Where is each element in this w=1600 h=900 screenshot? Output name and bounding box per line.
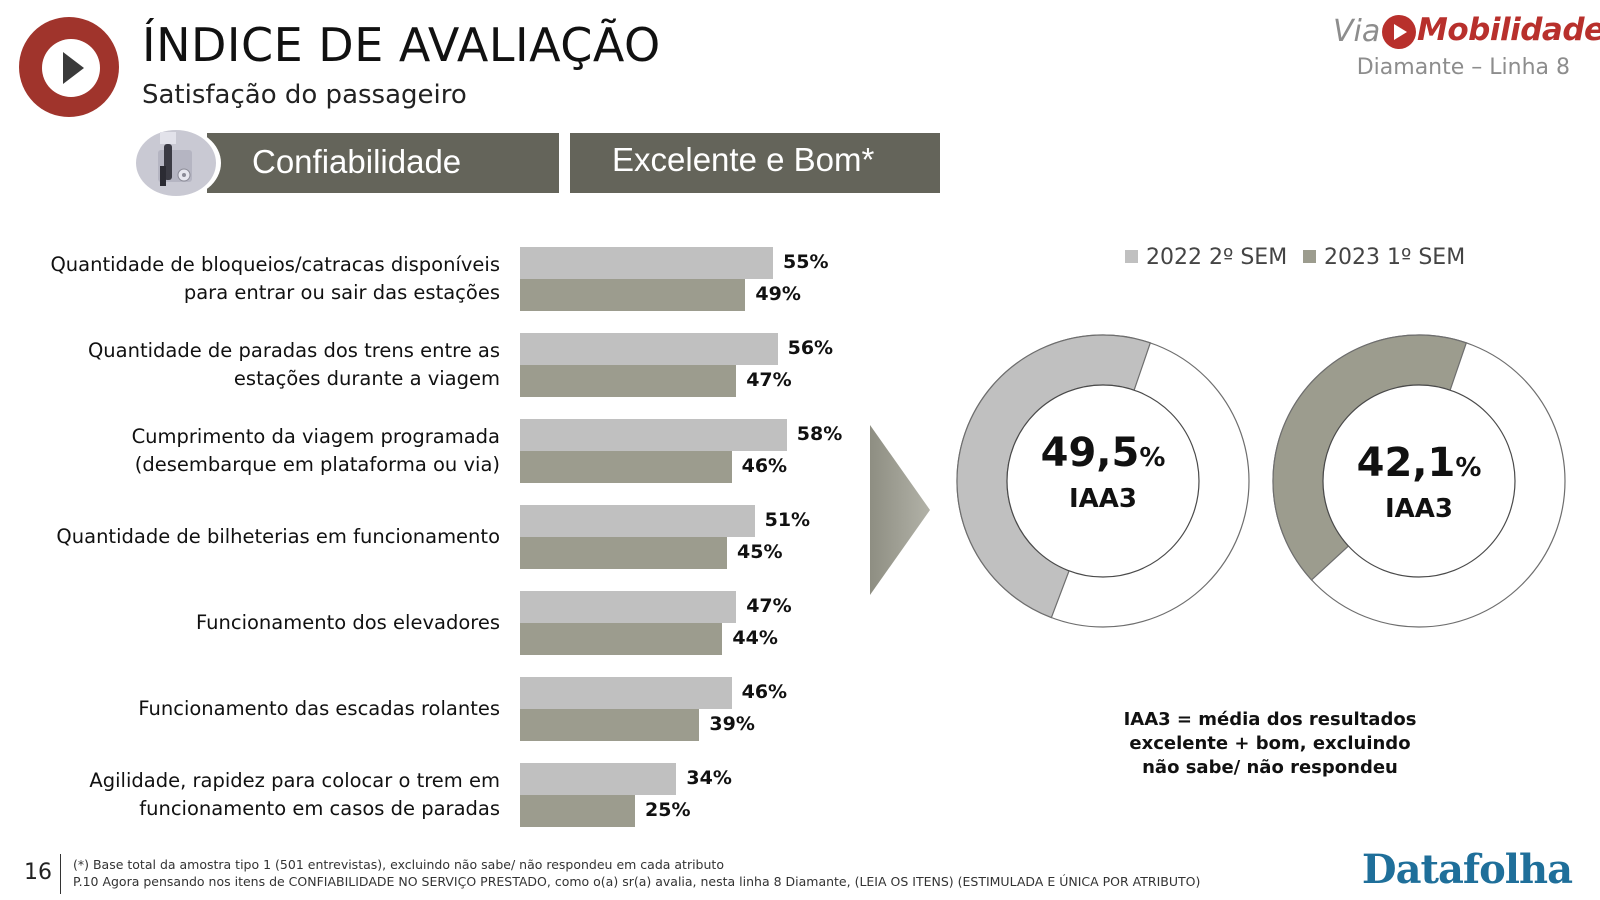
donut-chart-2023 xyxy=(1272,334,1566,628)
turnstile-icon xyxy=(135,128,221,198)
bar-2022 xyxy=(520,419,787,451)
donut-chart-2022 xyxy=(956,334,1250,628)
category-label: Agilidade, rapidez para colocar o trem e… xyxy=(89,767,500,823)
bar-data-label: 49% xyxy=(755,283,801,305)
bar-data-label: 58% xyxy=(796,423,843,445)
arrow-right-icon xyxy=(870,425,930,595)
bar-2023 xyxy=(520,537,727,569)
category-label: Quantidade de paradas dos trens entre as… xyxy=(88,337,500,393)
bar-data-label: 39% xyxy=(709,713,755,735)
page-number: 16 xyxy=(24,860,52,885)
footer-divider xyxy=(60,854,61,894)
category-label-line: estações durante a viagem xyxy=(233,367,500,390)
bar-2023 xyxy=(520,795,635,827)
category-label: Cumprimento da viagem programada (desemba… xyxy=(132,423,500,479)
donut-value-2022: 49,5% xyxy=(1020,430,1186,476)
donut-number: 42,1 xyxy=(1356,440,1456,486)
legend-item-2022: 2022 2º SEM xyxy=(1125,245,1287,270)
bar-data-label: 25% xyxy=(645,799,691,821)
donut-unit: % xyxy=(1455,453,1482,483)
legend-label: 2023 1º SEM xyxy=(1324,245,1466,270)
donut-hole xyxy=(1322,384,1516,578)
category-label: Funcionamento das escadas rolantes xyxy=(138,695,500,723)
legend-swatch xyxy=(1303,250,1316,263)
category-label-line: Quantidade de bloqueios/catracas disponí… xyxy=(50,253,500,276)
category-label: Quantidade de bilheterias em funcionamen… xyxy=(56,523,500,551)
brand-name: Mobilidade xyxy=(1417,12,1600,48)
category-label-line: Quantidade de paradas dos trens entre as xyxy=(87,339,500,362)
footer-note-question: P.10 Agora pensando nos itens de CONFIAB… xyxy=(73,874,1201,889)
page-title: ÍNDICE DE AVALIAÇÃO xyxy=(142,18,661,72)
category-label: Funcionamento dos elevadores xyxy=(196,609,500,637)
bar-2023 xyxy=(520,709,700,741)
metric-banner-label: Excelente e Bom* xyxy=(612,141,875,178)
bar-2023 xyxy=(520,451,732,483)
bar-2023 xyxy=(520,365,737,397)
bar-2022 xyxy=(520,763,677,795)
category-label-line: para entrar ou sair das estações xyxy=(183,281,500,304)
bar-data-label: 44% xyxy=(732,627,778,649)
category-banner-label: Confiabilidade xyxy=(252,143,462,180)
bar-data-label: 46% xyxy=(741,681,788,703)
category-label-line: Quantidade de bilheterias em funcionamen… xyxy=(56,525,500,548)
bar-data-label: 46% xyxy=(741,455,788,477)
legend-label: 2022 2º SEM xyxy=(1146,245,1288,270)
category-label: Quantidade de bloqueios/catracas disponí… xyxy=(50,251,500,307)
brand-play-icon xyxy=(1382,15,1416,49)
donut-number: 49,5 xyxy=(1040,430,1140,476)
bar-data-label: 55% xyxy=(783,251,829,273)
iaa-definition-note: IAA3 = média dos resultados excelente + … xyxy=(1123,709,1417,778)
bar-data-label: 47% xyxy=(746,369,792,391)
bar-data-label: 56% xyxy=(787,337,834,359)
bar-2022 xyxy=(520,677,732,709)
category-label-line: Funcionamento dos elevadores xyxy=(196,611,500,634)
category-label-line: Funcionamento das escadas rolantes xyxy=(138,697,500,720)
donut-value-2023: 42,1% xyxy=(1336,440,1502,486)
brand-prefix: Via xyxy=(1333,14,1381,49)
donut-tag-2022: IAA3 xyxy=(1068,484,1137,514)
bar-data-label: 47% xyxy=(746,595,792,617)
category-label-line: funcionamento em casos de paradas xyxy=(139,797,500,820)
category-banner: Confiabilidade xyxy=(207,133,559,193)
bar-data-label: 34% xyxy=(686,767,732,789)
category-label-line: (desembarque em plataforma ou via) xyxy=(134,453,500,476)
footer-note-base: (*) Base total da amostra tipo 1 (501 en… xyxy=(73,857,724,872)
bar-2022 xyxy=(520,505,755,537)
play-logo-icon xyxy=(19,17,119,117)
donut-unit: % xyxy=(1139,443,1166,473)
source-logo: Datafolha xyxy=(1361,846,1573,893)
legend-item-2023: 2023 1º SEM xyxy=(1303,245,1465,270)
donut-tag-2023: IAA3 xyxy=(1384,494,1453,524)
bar-2022 xyxy=(520,247,773,279)
bar-data-label: 45% xyxy=(737,541,783,563)
category-label-line: Agilidade, rapidez para colocar o trem e… xyxy=(89,769,500,792)
donut-hole xyxy=(1006,384,1200,578)
legend-swatch xyxy=(1125,250,1138,263)
bar-data-label: 51% xyxy=(764,509,811,531)
bar-2023 xyxy=(520,623,723,655)
category-label-line: Cumprimento da viagem programada xyxy=(131,425,500,448)
metric-banner: Excelente e Bom* xyxy=(570,133,940,193)
bar-2022 xyxy=(520,333,778,365)
line-name: Diamante – Linha 8 xyxy=(1356,55,1570,80)
page-subtitle: Satisfação do passageiro xyxy=(142,80,467,110)
bar-2022 xyxy=(520,591,737,623)
bar-2023 xyxy=(520,279,746,311)
